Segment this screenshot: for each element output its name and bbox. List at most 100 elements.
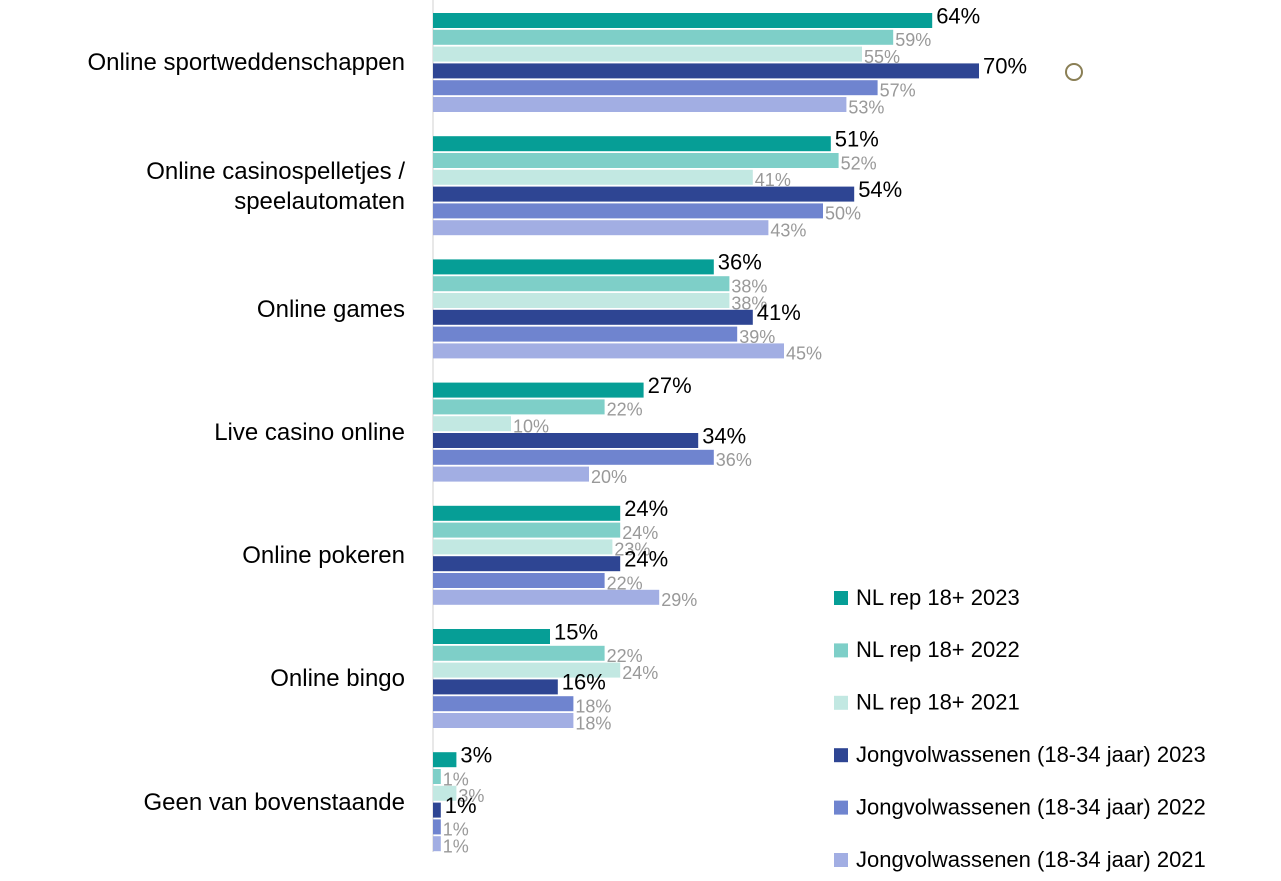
- bar: [433, 679, 558, 695]
- value-label: 36%: [716, 450, 752, 470]
- value-label: 70%: [983, 54, 1027, 79]
- category-label: Online sportweddenschappen: [87, 49, 405, 77]
- bar: [433, 836, 441, 852]
- category-label: Online bingo: [270, 665, 405, 693]
- bar: [433, 382, 644, 398]
- value-label: 38%: [731, 293, 767, 313]
- bar: [433, 629, 550, 644]
- value-label: 16%: [562, 670, 606, 695]
- bar: [433, 433, 699, 448]
- value-label: 54%: [858, 177, 902, 202]
- value-label: 53%: [848, 97, 884, 117]
- bar: [433, 97, 847, 112]
- value-label: 1%: [443, 836, 469, 856]
- value-label: 1%: [445, 793, 477, 818]
- value-label: 24%: [624, 547, 668, 572]
- value-label: 24%: [622, 523, 658, 543]
- bar: [433, 293, 730, 308]
- category-label: Online pokeren: [242, 542, 405, 570]
- value-label: 55%: [864, 47, 900, 67]
- bar: [433, 466, 589, 482]
- bar: [433, 539, 613, 555]
- value-label: 41%: [757, 300, 801, 325]
- bar: [433, 713, 574, 728]
- bar: [433, 752, 457, 768]
- value-label: 15%: [554, 619, 598, 644]
- bar: [433, 662, 621, 678]
- bar: [433, 819, 441, 835]
- bar: [433, 326, 738, 342]
- legend-swatch: [834, 748, 848, 763]
- value-label: 3%: [460, 743, 492, 768]
- bar: [433, 29, 894, 45]
- value-label: 52%: [841, 153, 877, 173]
- bar: [433, 573, 605, 588]
- value-label: 34%: [702, 423, 746, 448]
- legend-swatch: [834, 643, 848, 658]
- legend-swatch: [834, 853, 848, 867]
- value-label: 23%: [614, 540, 650, 560]
- value-label: 41%: [755, 170, 791, 190]
- value-label: 27%: [648, 373, 692, 398]
- value-label: 50%: [825, 204, 861, 224]
- value-label: 36%: [718, 250, 762, 275]
- bar: [433, 63, 979, 79]
- bar: [433, 13, 933, 28]
- bar: [433, 80, 878, 96]
- value-label: 64%: [936, 3, 980, 28]
- value-label: 1%: [443, 769, 469, 789]
- category-label: Geen van bovenstaande: [143, 788, 405, 816]
- legend-swatch: [834, 591, 848, 605]
- legend-swatch: [834, 800, 848, 815]
- value-label: 18%: [575, 696, 611, 716]
- legend-label: Jongvolwassenen (18-34 jaar) 2022: [856, 794, 1206, 819]
- bar: [433, 522, 621, 538]
- bar: [433, 153, 839, 168]
- bar: [433, 556, 621, 572]
- value-label: 39%: [739, 327, 775, 347]
- value-label: 24%: [622, 663, 658, 683]
- bar: [433, 186, 855, 202]
- value-label: 43%: [770, 220, 806, 240]
- legend-label: Jongvolwassenen (18-34 jaar) 2023: [856, 742, 1206, 767]
- category-label: Online casinospelletjes / speelautomaten: [146, 157, 405, 215]
- value-label: 51%: [835, 127, 879, 152]
- bar: [433, 169, 753, 185]
- bar: [433, 399, 605, 415]
- bar: [433, 220, 769, 236]
- value-label: 29%: [661, 590, 697, 610]
- category-label: Live casino online: [214, 419, 405, 446]
- legend-label: NL rep 18+ 2023: [856, 585, 1020, 610]
- value-label: 1%: [443, 820, 469, 840]
- value-label: 59%: [895, 30, 931, 50]
- value-label: 24%: [624, 496, 668, 521]
- bar: [433, 802, 441, 818]
- bar: [433, 136, 831, 152]
- bar: [433, 309, 753, 325]
- category-label: Online games: [256, 295, 405, 323]
- bar: [433, 785, 457, 801]
- legend-swatch: [834, 695, 848, 710]
- bar: [433, 696, 574, 712]
- bar: [433, 203, 823, 219]
- bar: [433, 46, 862, 62]
- bar: [433, 589, 660, 605]
- bar: [433, 259, 714, 275]
- value-label: 38%: [731, 276, 767, 296]
- bar: [433, 449, 714, 465]
- value-label: 20%: [591, 467, 627, 487]
- bar: [433, 416, 511, 432]
- highlight-marker: [1065, 63, 1083, 81]
- bar: [433, 645, 605, 661]
- bar: [433, 276, 730, 292]
- legend-label: NL rep 18+ 2022: [856, 637, 1020, 662]
- legend-label: Jongvolwassenen (18-34 jaar) 2021: [856, 847, 1206, 872]
- bar: [433, 343, 784, 359]
- value-label: 18%: [575, 713, 611, 733]
- value-label: 22%: [607, 573, 643, 593]
- bar: [433, 769, 441, 784]
- value-label: 10%: [513, 416, 549, 436]
- value-label: 57%: [880, 80, 916, 100]
